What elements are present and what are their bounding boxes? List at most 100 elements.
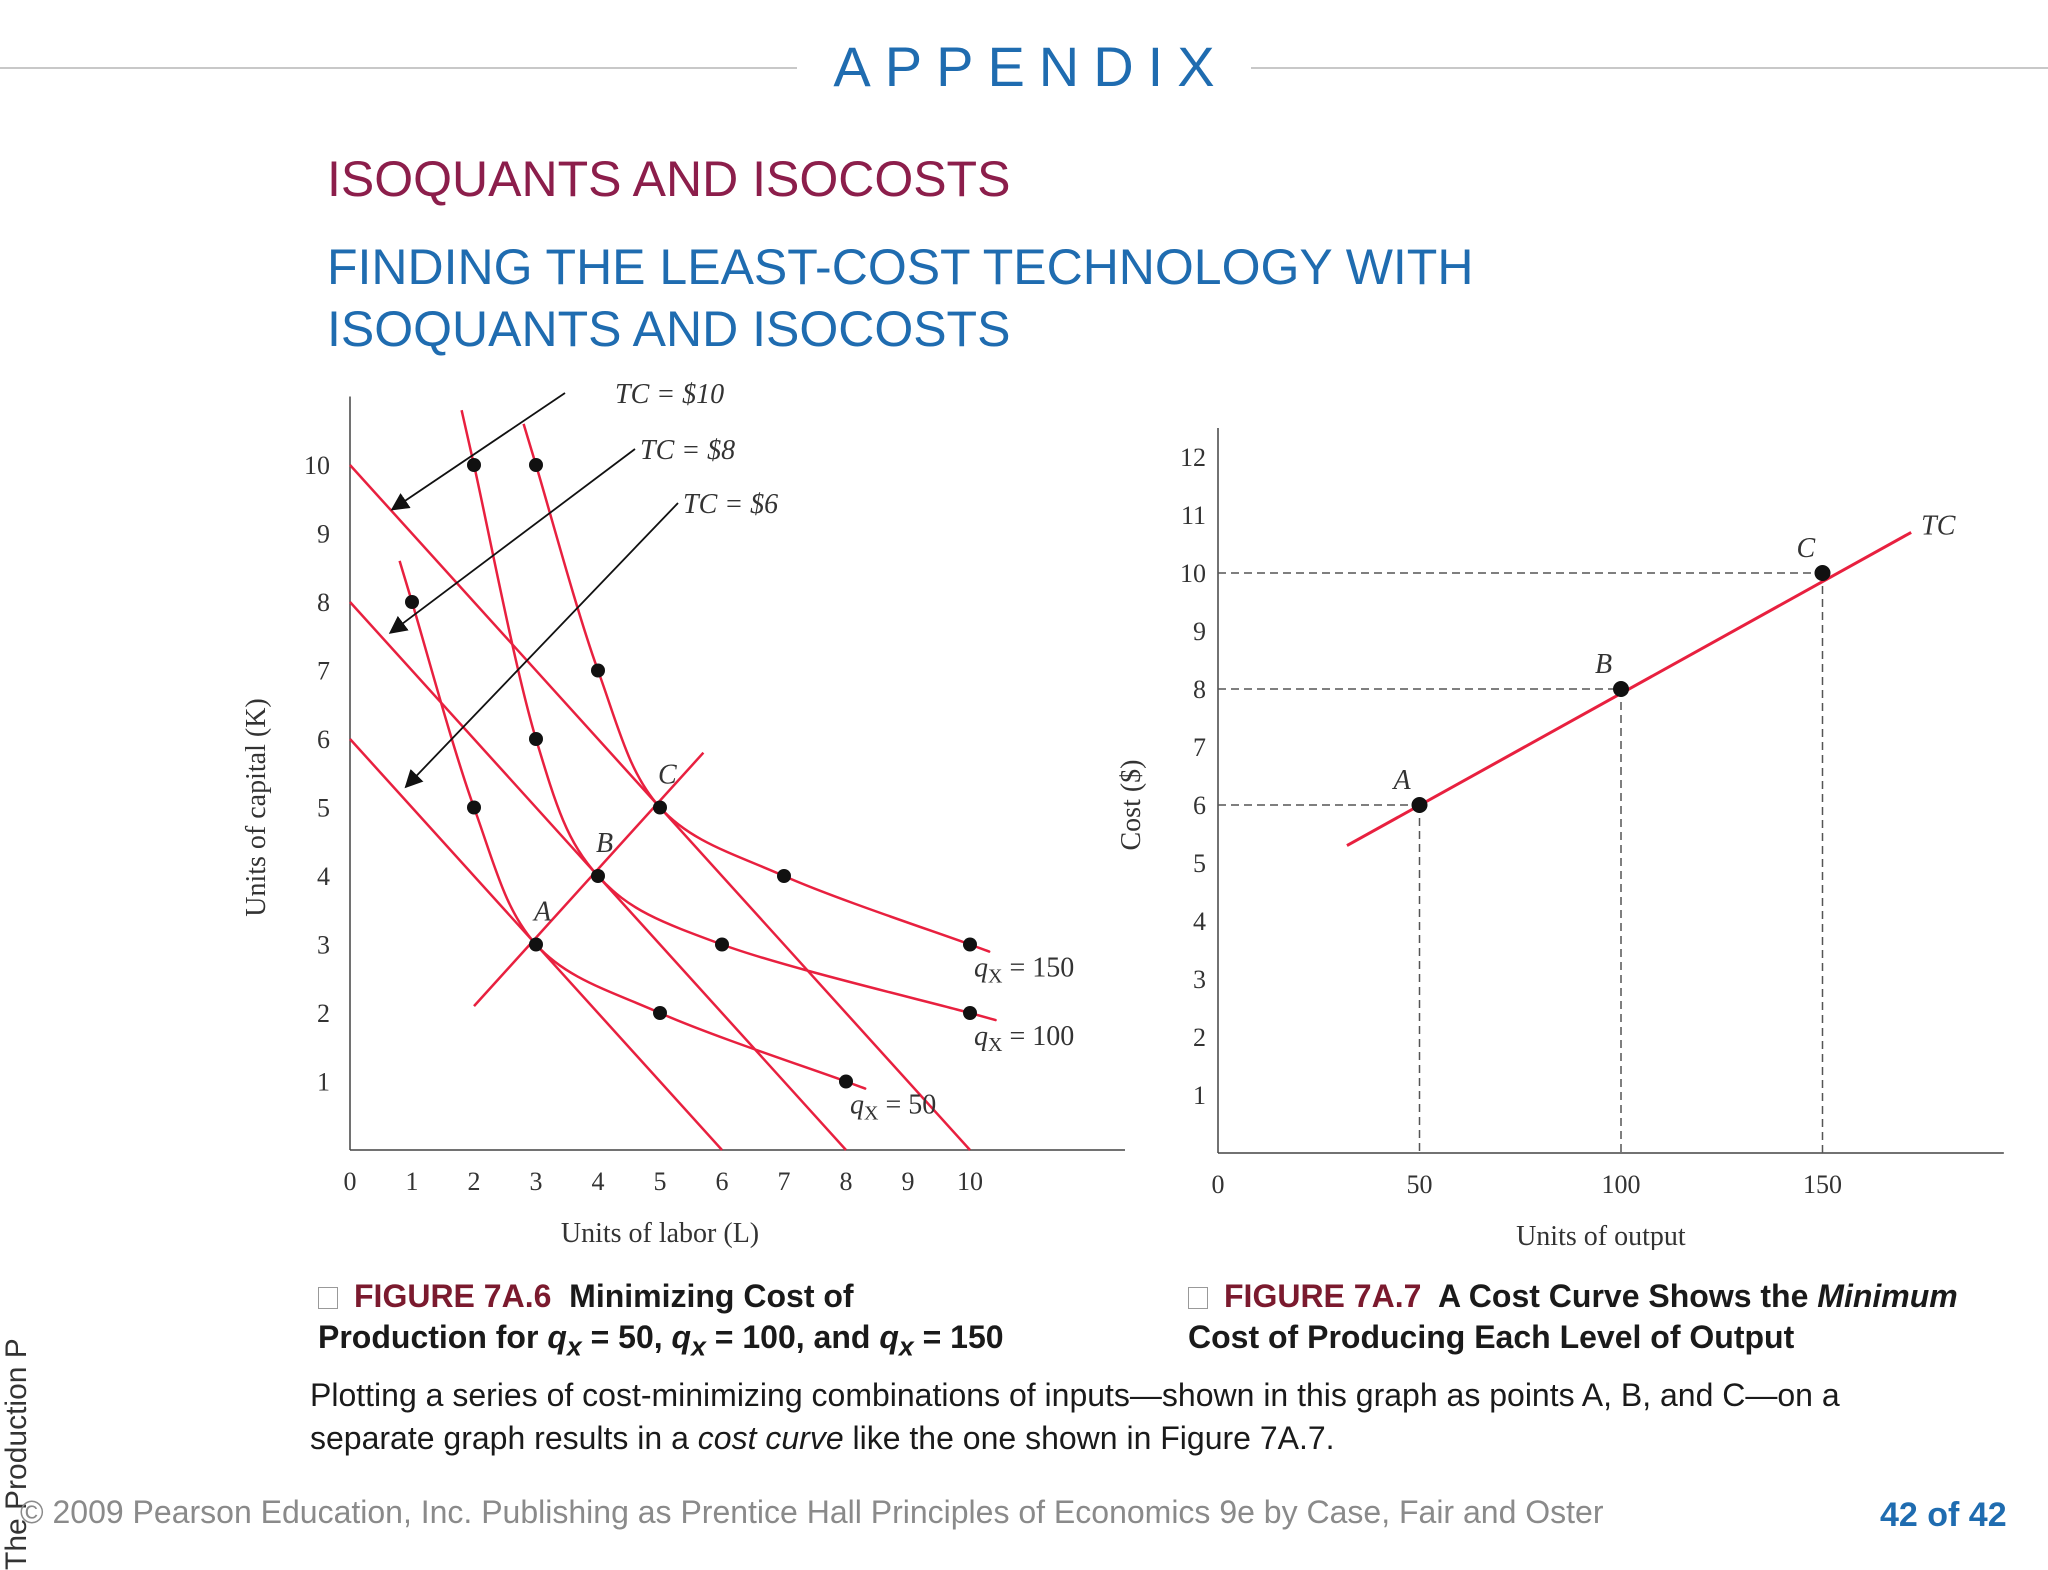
isoquant-label: qX = 100	[974, 1021, 1074, 1056]
y-tick-label: 2	[1193, 1023, 1206, 1052]
figure-number: FIGURE 7A.7	[1224, 1278, 1422, 1314]
figure-number: FIGURE 7A.6	[354, 1278, 552, 1314]
y-axis-title: Cost ($)	[1116, 760, 1147, 851]
x-tick-label: 2	[468, 1167, 481, 1196]
isoquant-label: qX = 50	[850, 1090, 936, 1125]
x-tick-label: 6	[716, 1167, 729, 1196]
x-tick-label: 8	[840, 1167, 853, 1196]
caption-title-b: Cost of Producing Each Level of Output	[1188, 1319, 1795, 1355]
body-text-emphasis: cost curve	[697, 1420, 844, 1456]
x-tick-label: 10	[957, 1167, 983, 1196]
isoquant-point	[777, 869, 791, 883]
isocost-label: TC = $8	[640, 435, 735, 466]
cost-point	[1814, 565, 1831, 581]
isoquant-point	[529, 732, 543, 746]
cost-point	[1411, 797, 1428, 813]
y-tick-label: 6	[1193, 791, 1206, 820]
header-rule-left	[0, 67, 800, 69]
y-tick-label: 6	[317, 725, 330, 754]
isoquant-curve	[398, 560, 867, 1090]
isoquant-chart: 0 1 2 3 4 5 6 7 8 9 10 1 2 3 4 5 6 7 8 9 10 Units of labor (L…	[241, 380, 1125, 1249]
tc-series-label: TC	[1921, 510, 1956, 541]
isoquant-point	[529, 458, 543, 472]
header-rule-right	[1250, 67, 2048, 69]
isoquant-point	[591, 663, 605, 678]
isoquant-point	[653, 800, 667, 815]
isoquant-point	[963, 937, 977, 952]
isoquant-point	[963, 1006, 977, 1020]
y-tick-label: 10	[1180, 559, 1206, 588]
y-tick-label: 3	[1193, 965, 1206, 994]
isoquant-point	[467, 458, 481, 472]
x-axis-title: Units of labor (L)	[561, 1218, 759, 1249]
caption-title-b: Production for	[318, 1319, 539, 1355]
caption-bullet-icon	[1188, 1287, 1208, 1309]
footer-copyright: © 2009 Pearson Education, Inc. Publishin…	[20, 1494, 1604, 1530]
x-tick-label: 0	[344, 1167, 357, 1196]
y-tick-label: 4	[1193, 907, 1206, 936]
isoquant-point	[405, 595, 419, 609]
x-tick-label: 7	[778, 1167, 791, 1196]
section-title: ISOQUANTS AND ISOCOSTS	[327, 151, 1011, 207]
y-tick-label: 3	[317, 931, 330, 960]
isocost-label: TC = $10	[615, 380, 724, 410]
point-label: A	[532, 897, 552, 928]
subtitle-line-1: FINDING THE LEAST-COST TECHNOLOGY WITH	[327, 239, 1474, 295]
x-axis-title: Units of output	[1516, 1221, 1686, 1250]
y-tick-label: 10	[304, 451, 330, 480]
y-tick-label: 1	[317, 1068, 330, 1097]
body-text-a: Plotting a series of cost-minimizing com…	[310, 1377, 1840, 1456]
figure-7a6-caption: FIGURE 7A.6 Minimizing Cost of Productio…	[318, 1278, 1004, 1362]
isocost-label: TC = $6	[683, 489, 778, 520]
x-tick-label: 150	[1803, 1170, 1842, 1199]
y-axis-title: Units of capital (K)	[241, 698, 272, 917]
y-tick-label: 8	[1193, 675, 1206, 704]
y-tick-label: 4	[317, 862, 330, 891]
y-tick-label: 8	[317, 588, 330, 617]
appendix-heading: APPENDIX	[0, 34, 2048, 99]
slide-subtitle: FINDING THE LEAST-COST TECHNOLOGY WITH I…	[327, 236, 1473, 360]
isocost-arrow	[404, 502, 679, 789]
figure-7a7-caption: FIGURE 7A.7 A Cost Curve Shows the Minim…	[1188, 1276, 1958, 1358]
x-tick-label: 3	[530, 1167, 543, 1196]
point-label: B	[596, 828, 613, 859]
y-tick-label: 5	[317, 794, 330, 823]
caption-q150: = 150	[913, 1319, 1004, 1355]
point-label: C	[1797, 533, 1816, 564]
x-tick-label: 9	[902, 1167, 915, 1196]
expansion-path-line	[473, 751, 705, 1007]
caption-title-a: A Cost Curve Shows the	[1437, 1278, 1809, 1314]
body-text-b: like the one shown in Figure 7A.7.	[843, 1420, 1335, 1456]
point-label: B	[1595, 649, 1612, 680]
x-tick-label: 5	[654, 1167, 667, 1196]
body-text: Plotting a series of cost-minimizing com…	[310, 1374, 1950, 1460]
caption-bullet-icon	[318, 1287, 338, 1309]
y-tick-label: 5	[1193, 849, 1206, 878]
tc-line	[1346, 531, 1912, 847]
side-label: The Production P	[0, 1338, 33, 1570]
isoquant-label: qX = 150	[974, 953, 1074, 988]
caption-title-a: Minimizing Cost of	[569, 1278, 854, 1314]
x-tick-label: 1	[406, 1167, 419, 1196]
y-tick-label: 11	[1181, 501, 1206, 530]
isoquant-point	[591, 869, 605, 883]
y-tick-label: 2	[317, 999, 330, 1028]
page-number: 42 of 42	[1880, 1496, 2007, 1534]
y-tick-label: 1	[1193, 1081, 1206, 1110]
isoquant-point	[653, 1006, 667, 1020]
caption-q100: = 100, and	[705, 1319, 871, 1355]
point-label: A	[1392, 765, 1412, 796]
x-tick-label: 0	[1212, 1170, 1225, 1199]
isocost-arrow	[388, 448, 636, 634]
caption-q50: = 50,	[581, 1319, 663, 1355]
y-tick-label: 12	[1180, 443, 1206, 472]
x-tick-label: 50	[1407, 1170, 1433, 1199]
y-tick-label: 9	[1193, 617, 1206, 646]
cost-point	[1613, 681, 1629, 697]
y-tick-label: 7	[1193, 733, 1206, 762]
isoquant-point	[467, 800, 481, 815]
y-tick-label: 7	[317, 657, 330, 686]
point-label: C	[658, 760, 677, 791]
x-tick-label: 100	[1602, 1170, 1641, 1199]
isocost-arrow	[390, 392, 566, 511]
